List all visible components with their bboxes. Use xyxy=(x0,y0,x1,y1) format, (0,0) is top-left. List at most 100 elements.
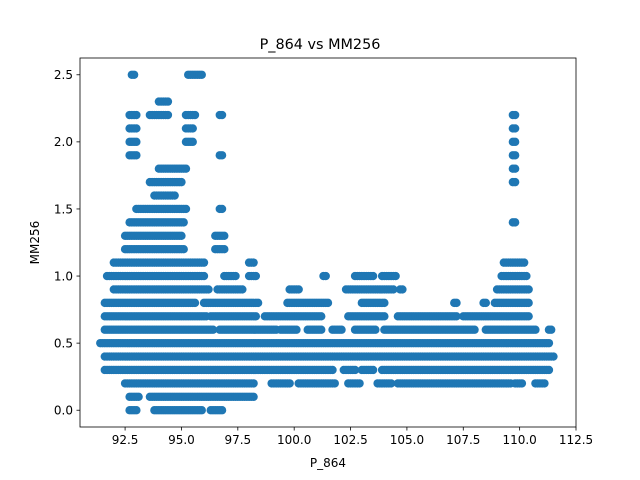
x-tick-label: 92.5 xyxy=(112,433,139,447)
data-point xyxy=(510,137,520,147)
data-point xyxy=(251,271,261,281)
data-point xyxy=(371,325,380,334)
data-point xyxy=(177,231,186,240)
data-point xyxy=(129,70,139,79)
data-point xyxy=(510,124,520,133)
data-point xyxy=(188,137,197,147)
data-point xyxy=(547,325,556,334)
data-point xyxy=(197,406,206,415)
data-point xyxy=(368,365,378,375)
data-point xyxy=(204,285,213,294)
data-point xyxy=(208,325,218,334)
data-point xyxy=(249,379,258,388)
data-point xyxy=(323,298,333,308)
data-point xyxy=(179,218,188,227)
data-point xyxy=(132,137,141,147)
data-point xyxy=(544,338,554,348)
data-point xyxy=(330,379,339,388)
data-point xyxy=(294,285,303,294)
y-tick-label: 2.5 xyxy=(54,68,73,82)
data-point xyxy=(231,271,240,281)
x-tick-label: 112.5 xyxy=(559,433,593,447)
x-axis-ticks: 92.5 95.0 97.5 100.0 102.5 105.0 107.5 110.0 112… xyxy=(112,427,593,447)
data-point xyxy=(317,312,326,321)
data-point xyxy=(292,325,301,334)
data-point xyxy=(350,365,360,375)
y-tick-label: 2.0 xyxy=(54,135,73,149)
x-tick-label: 95.0 xyxy=(168,433,195,447)
scatter-points xyxy=(96,70,558,415)
data-point xyxy=(132,124,141,133)
data-point xyxy=(220,231,229,240)
data-point xyxy=(368,271,378,281)
data-point xyxy=(132,110,141,120)
data-point xyxy=(524,298,533,308)
chart-title: P_864 vs MM256 xyxy=(260,37,381,53)
data-point xyxy=(217,110,227,120)
x-tick-label: 105.0 xyxy=(390,433,424,447)
y-tick-label: 1.5 xyxy=(54,202,73,216)
data-point xyxy=(217,151,227,160)
data-point xyxy=(285,379,294,388)
y-axis-label: MM256 xyxy=(28,221,42,265)
data-point xyxy=(163,97,173,106)
data-point xyxy=(132,151,141,160)
data-point xyxy=(249,392,258,402)
data-point xyxy=(220,245,229,254)
data-point xyxy=(179,245,188,254)
data-point xyxy=(134,392,143,402)
data-point xyxy=(317,325,326,334)
data-point xyxy=(470,325,479,334)
data-point xyxy=(321,271,330,281)
data-point xyxy=(337,325,346,334)
data-point xyxy=(177,177,186,187)
data-point xyxy=(510,151,520,160)
plot-area-frame xyxy=(79,57,577,428)
data-point xyxy=(389,285,398,294)
data-point xyxy=(519,258,529,267)
data-point xyxy=(181,164,191,173)
data-point xyxy=(510,218,520,227)
data-point xyxy=(249,258,258,267)
data-point xyxy=(481,298,491,308)
data-point xyxy=(199,271,209,281)
data-point xyxy=(452,298,461,308)
data-point xyxy=(531,325,540,334)
data-point xyxy=(132,406,141,415)
x-tick-label: 100.0 xyxy=(277,433,311,447)
data-point xyxy=(188,124,197,133)
x-tick-label: 107.5 xyxy=(446,433,480,447)
data-point xyxy=(524,285,533,294)
data-point xyxy=(199,258,209,267)
data-point xyxy=(549,352,558,361)
data-point xyxy=(181,204,191,214)
data-point xyxy=(217,406,227,415)
data-point xyxy=(190,110,200,120)
data-point xyxy=(386,379,396,388)
x-axis-label: P_864 xyxy=(310,456,346,470)
data-point xyxy=(251,312,261,321)
data-point xyxy=(190,298,200,308)
data-point xyxy=(328,365,337,375)
data-point xyxy=(238,285,247,294)
y-axis-ticks: 0.0 0.5 1.0 1.5 2.0 2.5 xyxy=(54,68,80,418)
data-point xyxy=(391,271,400,281)
x-tick-label: 110.0 xyxy=(502,433,536,447)
data-point xyxy=(452,312,461,321)
data-point xyxy=(510,177,520,187)
data-point xyxy=(510,164,520,173)
data-point xyxy=(380,298,389,308)
data-point xyxy=(170,191,179,200)
data-point xyxy=(524,312,533,321)
data-point xyxy=(253,298,263,308)
data-point xyxy=(380,312,389,321)
data-point xyxy=(398,285,407,294)
x-tick-label: 97.5 xyxy=(224,433,251,447)
data-point xyxy=(522,271,531,281)
x-tick-label: 102.5 xyxy=(333,433,367,447)
data-point xyxy=(517,379,527,388)
y-tick-label: 0.5 xyxy=(54,336,73,350)
data-point xyxy=(540,379,549,388)
data-point xyxy=(355,379,364,388)
